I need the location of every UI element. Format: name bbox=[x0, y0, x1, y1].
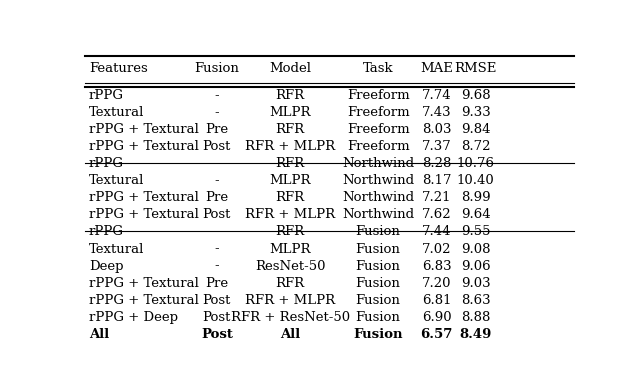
Text: Textural: Textural bbox=[89, 106, 144, 119]
Text: rPPG + Textural: rPPG + Textural bbox=[89, 294, 199, 307]
Text: 7.62: 7.62 bbox=[422, 208, 452, 222]
Text: -: - bbox=[214, 242, 219, 256]
Text: -: - bbox=[214, 260, 219, 272]
Text: ResNet-50: ResNet-50 bbox=[255, 260, 325, 272]
Text: Fusion: Fusion bbox=[356, 225, 401, 239]
Text: 7.20: 7.20 bbox=[422, 277, 451, 289]
Text: RFR + MLPR: RFR + MLPR bbox=[245, 294, 335, 307]
Text: Pre: Pre bbox=[205, 191, 228, 204]
Text: Task: Task bbox=[363, 62, 394, 75]
Text: 8.99: 8.99 bbox=[461, 191, 491, 204]
Text: Fusion: Fusion bbox=[356, 260, 401, 272]
Text: 9.64: 9.64 bbox=[461, 208, 491, 222]
Text: rPPG + Textural: rPPG + Textural bbox=[89, 140, 199, 153]
Text: 8.28: 8.28 bbox=[422, 158, 451, 170]
Text: -: - bbox=[214, 174, 219, 187]
Text: Post: Post bbox=[203, 208, 231, 222]
Text: Fusion: Fusion bbox=[356, 294, 401, 307]
Text: MLPR: MLPR bbox=[269, 242, 311, 256]
Text: 9.08: 9.08 bbox=[461, 242, 490, 256]
Text: 10.40: 10.40 bbox=[457, 174, 495, 187]
Text: -: - bbox=[214, 89, 219, 102]
Text: Freeform: Freeform bbox=[347, 140, 410, 153]
Text: Textural: Textural bbox=[89, 174, 144, 187]
Text: Northwind: Northwind bbox=[342, 158, 414, 170]
Text: RFR + MLPR: RFR + MLPR bbox=[245, 140, 335, 153]
Text: RMSE: RMSE bbox=[454, 62, 497, 75]
Text: Northwind: Northwind bbox=[342, 208, 414, 222]
Text: 9.55: 9.55 bbox=[461, 225, 490, 239]
Text: 8.03: 8.03 bbox=[422, 123, 451, 136]
Text: RFR: RFR bbox=[276, 225, 305, 239]
Text: Post: Post bbox=[203, 140, 231, 153]
Text: 10.76: 10.76 bbox=[457, 158, 495, 170]
Text: Pre: Pre bbox=[205, 123, 228, 136]
Text: 9.06: 9.06 bbox=[461, 260, 491, 272]
Text: Deep: Deep bbox=[89, 260, 124, 272]
Text: Northwind: Northwind bbox=[342, 174, 414, 187]
Text: 9.33: 9.33 bbox=[461, 106, 491, 119]
Text: 9.84: 9.84 bbox=[461, 123, 490, 136]
Text: Post: Post bbox=[203, 294, 231, 307]
Text: Fusion: Fusion bbox=[353, 327, 403, 341]
Text: rPPG + Textural: rPPG + Textural bbox=[89, 123, 199, 136]
Text: rPPG + Textural: rPPG + Textural bbox=[89, 208, 199, 222]
Text: Model: Model bbox=[269, 62, 311, 75]
Text: Freeform: Freeform bbox=[347, 89, 410, 102]
Text: RFR + MLPR: RFR + MLPR bbox=[245, 208, 335, 222]
Text: RFR: RFR bbox=[276, 123, 305, 136]
Text: rPPG: rPPG bbox=[89, 89, 124, 102]
Text: Fusion: Fusion bbox=[356, 242, 401, 256]
Text: 6.81: 6.81 bbox=[422, 294, 451, 307]
Text: RFR: RFR bbox=[276, 191, 305, 204]
Text: rPPG + Textural: rPPG + Textural bbox=[89, 191, 199, 204]
Text: 8.17: 8.17 bbox=[422, 174, 451, 187]
Text: Post: Post bbox=[203, 311, 231, 324]
Text: 7.43: 7.43 bbox=[422, 106, 452, 119]
Text: 6.83: 6.83 bbox=[422, 260, 452, 272]
Text: rPPG + Textural: rPPG + Textural bbox=[89, 277, 199, 289]
Text: Freeform: Freeform bbox=[347, 106, 410, 119]
Text: Fusion: Fusion bbox=[356, 311, 401, 324]
Text: Fusion: Fusion bbox=[356, 277, 401, 289]
Text: RFR: RFR bbox=[276, 277, 305, 289]
Text: 7.02: 7.02 bbox=[422, 242, 451, 256]
Text: 8.72: 8.72 bbox=[461, 140, 490, 153]
Text: MAE: MAE bbox=[420, 62, 453, 75]
Text: Features: Features bbox=[89, 62, 148, 75]
Text: 9.03: 9.03 bbox=[461, 277, 491, 289]
Text: 8.88: 8.88 bbox=[461, 311, 490, 324]
Text: 7.37: 7.37 bbox=[422, 140, 452, 153]
Text: RFR: RFR bbox=[276, 89, 305, 102]
Text: Northwind: Northwind bbox=[342, 191, 414, 204]
Text: rPPG: rPPG bbox=[89, 158, 124, 170]
Text: All: All bbox=[280, 327, 300, 341]
Text: RFR + ResNet-50: RFR + ResNet-50 bbox=[230, 311, 349, 324]
Text: rPPG: rPPG bbox=[89, 225, 124, 239]
Text: 8.63: 8.63 bbox=[461, 294, 491, 307]
Text: Freeform: Freeform bbox=[347, 123, 410, 136]
Text: All: All bbox=[89, 327, 109, 341]
Text: rPPG + Deep: rPPG + Deep bbox=[89, 311, 178, 324]
Text: -: - bbox=[214, 158, 219, 170]
Text: Fusion: Fusion bbox=[195, 62, 239, 75]
Text: 9.68: 9.68 bbox=[461, 89, 491, 102]
Text: RFR: RFR bbox=[276, 158, 305, 170]
Text: -: - bbox=[214, 106, 219, 119]
Text: 8.49: 8.49 bbox=[460, 327, 492, 341]
Text: 6.90: 6.90 bbox=[422, 311, 452, 324]
Text: Post: Post bbox=[201, 327, 233, 341]
Text: 7.21: 7.21 bbox=[422, 191, 451, 204]
Text: MLPR: MLPR bbox=[269, 106, 311, 119]
Text: Textural: Textural bbox=[89, 242, 144, 256]
Text: -: - bbox=[214, 225, 219, 239]
Text: Pre: Pre bbox=[205, 277, 228, 289]
Text: 7.74: 7.74 bbox=[422, 89, 452, 102]
Text: 7.44: 7.44 bbox=[422, 225, 451, 239]
Text: 6.57: 6.57 bbox=[420, 327, 453, 341]
Text: MLPR: MLPR bbox=[269, 174, 311, 187]
